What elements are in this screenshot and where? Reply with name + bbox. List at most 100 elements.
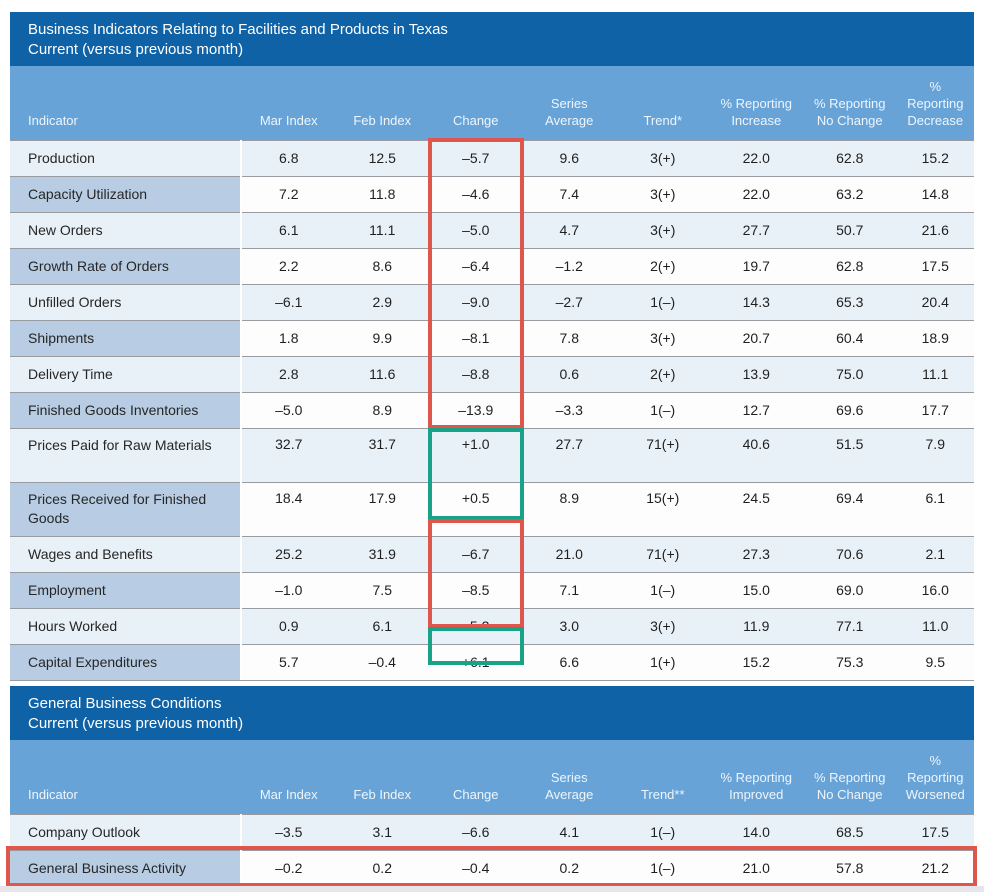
- value-cell: –6.1: [242, 284, 336, 320]
- column-header: % Reporting Increase: [709, 66, 803, 140]
- value-cell: 0.9: [242, 608, 336, 644]
- column-header: Feb Index: [335, 66, 429, 140]
- column-header: Change: [429, 740, 523, 814]
- indicator-cell: New Orders: [10, 212, 242, 248]
- value-cell: 31.7: [335, 428, 429, 482]
- value-cell: 32.7: [242, 428, 336, 482]
- value-cell: 15.2: [896, 140, 974, 176]
- value-cell: –1.0: [242, 572, 336, 608]
- column-header: % Reporting Improved: [709, 740, 803, 814]
- value-cell: 14.0: [709, 814, 803, 850]
- value-cell: 0.2: [335, 850, 429, 886]
- value-cell: 8.6: [335, 248, 429, 284]
- value-cell: 18.4: [242, 482, 336, 536]
- value-cell: 77.1: [803, 608, 897, 644]
- indicator-cell: Wages and Benefits: [10, 536, 242, 572]
- value-cell: +0.5: [429, 482, 523, 536]
- column-header: Feb Index: [335, 740, 429, 814]
- value-cell: 4.1: [522, 814, 616, 850]
- value-cell: 7.8: [522, 320, 616, 356]
- value-cell: 11.9: [709, 608, 803, 644]
- value-cell: 68.5: [803, 814, 897, 850]
- value-cell: 3(+): [616, 140, 710, 176]
- table-row: Shipments 1.8 9.9 –8.1 7.8 3(+) 20.7 60.4 18.9: [10, 320, 974, 356]
- value-cell: –5.0: [429, 212, 523, 248]
- value-cell: –5.2: [429, 608, 523, 644]
- value-cell: 4.7: [522, 212, 616, 248]
- value-cell: 15(+): [616, 482, 710, 536]
- value-cell: –5.0: [242, 392, 336, 428]
- value-cell: 18.9: [896, 320, 974, 356]
- value-cell: 24.5: [709, 482, 803, 536]
- value-cell: 27.7: [522, 428, 616, 482]
- value-cell: 0.2: [522, 850, 616, 886]
- value-cell: 1(–): [616, 392, 710, 428]
- value-cell: 2.1: [896, 536, 974, 572]
- indicator-cell: Capital Expenditures: [10, 644, 242, 680]
- value-cell: 27.7: [709, 212, 803, 248]
- value-cell: 8.9: [335, 392, 429, 428]
- table-row: New Orders 6.1 11.1 –5.0 4.7 3(+) 27.7 50.7 21.6: [10, 212, 974, 248]
- value-cell: +6.1: [429, 644, 523, 680]
- value-cell: 9.9: [335, 320, 429, 356]
- value-cell: 3(+): [616, 176, 710, 212]
- value-cell: 19.7: [709, 248, 803, 284]
- value-cell: 1(–): [616, 572, 710, 608]
- value-cell: 63.2: [803, 176, 897, 212]
- value-cell: 3.0: [522, 608, 616, 644]
- value-cell: 21.0: [709, 850, 803, 886]
- value-cell: 7.9: [896, 428, 974, 482]
- table1-subtitle: Current (versus previous month): [28, 41, 244, 58]
- value-cell: 15.2: [709, 644, 803, 680]
- table-row: Finished Goods Inventories –5.0 8.9 –13.9 –3…: [10, 392, 974, 428]
- table1-title-bar: Business Indicators Relating to Faciliti…: [10, 12, 974, 66]
- value-cell: –13.9: [429, 392, 523, 428]
- value-cell: –6.7: [429, 536, 523, 572]
- value-cell: 2(+): [616, 356, 710, 392]
- value-cell: 16.0: [896, 572, 974, 608]
- table-row: Capacity Utilization 7.2 11.8 –4.6 7.4 3(+) 22…: [10, 176, 974, 212]
- table2-subtitle: Current (versus previous month): [28, 715, 244, 732]
- value-cell: –6.6: [429, 814, 523, 850]
- value-cell: 1(–): [616, 850, 710, 886]
- value-cell: 75.0: [803, 356, 897, 392]
- value-cell: 21.0: [522, 536, 616, 572]
- value-cell: 71(+): [616, 428, 710, 482]
- table2-header-row: Indicator Mar Index Feb Index Change Series …: [10, 740, 974, 814]
- value-cell: 3(+): [616, 608, 710, 644]
- value-cell: 6.6: [522, 644, 616, 680]
- facilities-products-table: Indicator Mar Index Feb Index Change Series …: [10, 66, 974, 681]
- table-row: Production 6.8 12.5 –5.7 9.6 3(+) 22.0 62.8 15.2: [10, 140, 974, 176]
- value-cell: 31.9: [335, 536, 429, 572]
- facilities-products-section: Business Indicators Relating to Faciliti…: [10, 12, 974, 681]
- value-cell: 3.1: [335, 814, 429, 850]
- table1-title: Business Indicators Relating to Faciliti…: [28, 21, 448, 38]
- value-cell: 20.4: [896, 284, 974, 320]
- value-cell: 5.7: [242, 644, 336, 680]
- value-cell: –3.5: [242, 814, 336, 850]
- value-cell: 9.5: [896, 644, 974, 680]
- value-cell: 2(+): [616, 248, 710, 284]
- value-cell: 13.9: [709, 356, 803, 392]
- value-cell: 17.9: [335, 482, 429, 536]
- indicator-cell: Prices Received for Finished Goods: [10, 482, 242, 536]
- table-row: Capital Expenditures 5.7 –0.4 +6.1 6.6 1(+) 15…: [10, 644, 974, 680]
- value-cell: 7.1: [522, 572, 616, 608]
- column-header: Change: [429, 66, 523, 140]
- value-cell: 1(+): [616, 644, 710, 680]
- value-cell: 50.7: [803, 212, 897, 248]
- value-cell: –8.8: [429, 356, 523, 392]
- value-cell: 40.6: [709, 428, 803, 482]
- value-cell: 11.6: [335, 356, 429, 392]
- value-cell: 1.8: [242, 320, 336, 356]
- value-cell: 21.2: [896, 850, 974, 886]
- indicator-cell: Delivery Time: [10, 356, 242, 392]
- column-header: Mar Index: [242, 66, 336, 140]
- value-cell: –5.7: [429, 140, 523, 176]
- value-cell: –8.1: [429, 320, 523, 356]
- table-row: Company Outlook –3.5 3.1 –6.6 4.1 1(–) 14.0 68.…: [10, 814, 974, 850]
- value-cell: 70.6: [803, 536, 897, 572]
- value-cell: –0.4: [335, 644, 429, 680]
- value-cell: 2.2: [242, 248, 336, 284]
